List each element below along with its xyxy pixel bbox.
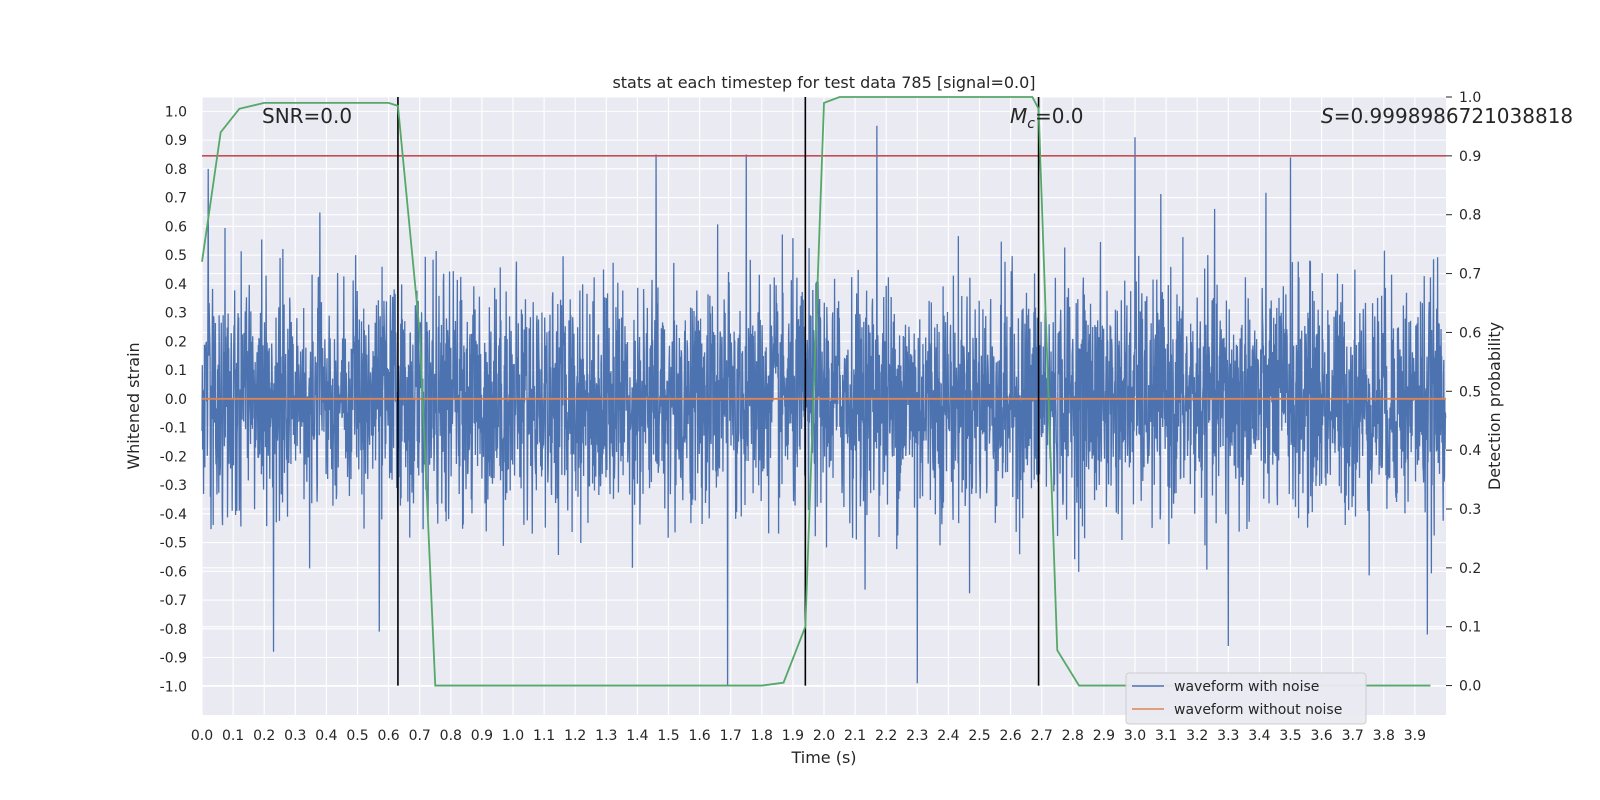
series-waveform-with-noise [201,125,1447,687]
y-right-tick-label: 0.9 [1459,149,1481,165]
x-tick-label: 3.5 [1279,728,1301,744]
mc-value: =0.0 [1035,104,1084,128]
x-tick-label: 3.2 [1186,728,1208,744]
y-left-tick-label: -0.5 [160,536,187,552]
x-tick-label: 0.8 [440,728,462,744]
y-right-tick-label: 0.8 [1459,208,1481,224]
x-tick-label: 1.1 [533,728,555,744]
y-left-tick-label: -0.9 [160,651,187,667]
y-left-tick-label: 0.1 [165,363,187,379]
x-tick-label: 3.9 [1404,728,1426,744]
y-left-tick-label: -0.3 [160,478,187,494]
mc-subscript: c [1027,116,1035,132]
x-tick-label: 0.1 [222,728,244,744]
y-right-tick-label: 0.4 [1459,443,1481,459]
x-tick-label: 2.9 [1093,728,1115,744]
y-left-tick-label: -0.1 [160,421,187,437]
x-tick-label: 0.7 [409,728,431,744]
s-symbol: S [1321,104,1334,128]
y-left-tick-label: 0.2 [165,334,187,350]
y-right-tick-label: 0.5 [1459,384,1481,400]
x-tick-label: 1.3 [595,728,617,744]
x-tick-label: 2.4 [937,728,959,744]
y-left-tick-label: 0.0 [165,392,187,408]
x-tick-label: 1.8 [751,728,773,744]
y-left-tick-label: 0.5 [165,248,187,264]
y-right-tick-label: 0.0 [1459,679,1481,695]
y-left-tick-label: 0.7 [165,191,187,207]
y-left-tick-label: 0.6 [165,219,187,235]
x-axis-label: Time (s) [790,748,856,767]
vertical-markers [397,97,1040,686]
y-right-axis-label: Detection probability [1485,322,1504,490]
line-waveform-with-noise [201,125,1447,687]
x-tick-label: 1.4 [626,728,648,744]
s-value: =0.9998986721038818 [1334,104,1573,128]
legend-box [1125,672,1367,725]
x-tick-label: 2.7 [1031,728,1053,744]
x-tick-label: 1.2 [564,728,586,744]
x-tick-label: 2.5 [968,728,990,744]
y-right-tick-label: 0.1 [1459,620,1481,636]
x-tick-label: 2.0 [813,728,835,744]
y-left-tick-label: 0.8 [165,162,187,178]
x-tick-labels: 0.0 0.1 0.2 0.3 0.4 0.5 0.6 0.7 0.8 0.9 1.0 1.1 1.2 1… [191,728,1426,744]
legend: waveform with noise waveform without noi… [1125,672,1367,725]
y-right-tick-label: 0.7 [1459,267,1481,283]
x-tick-label: 2.3 [906,728,928,744]
y-right-tick-labels: 1.0 0.9 0.8 0.7 0.6 0.5 0.4 0.3 0.2 0.1 0.0 [1446,90,1481,695]
x-tick-label: 3.0 [1124,728,1146,744]
x-tick-label: 0.5 [346,728,368,744]
x-tick-label: 3.7 [1342,728,1364,744]
legend-label-noise: waveform with noise [1174,679,1319,695]
x-tick-label: 2.1 [844,728,866,744]
x-tick-label: 2.8 [1062,728,1084,744]
x-tick-label: 0.6 [377,728,399,744]
x-tick-label: 1.9 [782,728,804,744]
y-left-tick-label: -0.2 [160,449,187,465]
chirp-mass-annotation: Mc=0.0 [1010,104,1084,132]
snr-annotation: SNR=0.0 [262,104,352,128]
series-detection-probability [201,96,1431,687]
x-tick-label: 0.4 [315,728,337,744]
y-left-tick-label: 0.9 [165,133,187,149]
y-left-axis-label: Whitened strain [124,342,143,469]
x-tick-label: 1.7 [720,728,742,744]
x-tick-label: 3.3 [1217,728,1239,744]
chart-title: stats at each timestep for test data 785… [612,73,1035,92]
y-right-tick-label: 0.2 [1459,561,1481,577]
y-left-tick-label: -0.7 [160,593,187,609]
x-tick-label: 3.6 [1310,728,1332,744]
y-left-tick-label: 0.4 [165,277,187,293]
y-left-tick-label: 1.0 [165,104,187,120]
x-tick-label: 1.5 [657,728,679,744]
s-annotation: S=0.9998986721038818 [1321,104,1573,128]
mc-symbol: M [1010,104,1027,128]
line-detection-probability [201,96,1431,687]
x-tick-label: 0.0 [191,728,213,744]
y-right-tick-label: 0.6 [1459,325,1481,341]
y-left-tick-label: -0.8 [160,622,187,638]
x-tick-label: 2.2 [875,728,897,744]
x-tick-label: 1.6 [688,728,710,744]
x-tick-label: 3.4 [1248,728,1270,744]
x-tick-label: 3.8 [1373,728,1395,744]
y-left-tick-label: 0.3 [165,306,187,322]
y-left-tick-label: -1.0 [160,679,187,695]
x-tick-label: 3.1 [1155,728,1177,744]
y-left-tick-label: -0.4 [160,507,187,523]
y-left-tick-label: -0.6 [160,564,187,580]
legend-label-clean: waveform without noise [1174,702,1342,718]
x-tick-label: 2.6 [999,728,1021,744]
x-tick-label: 0.3 [284,728,306,744]
x-tick-label: 1.0 [502,728,524,744]
y-right-tick-label: 0.3 [1459,502,1481,518]
x-tick-label: 0.2 [253,728,275,744]
y-left-tick-labels: 1.0 0.9 0.8 0.7 0.6 0.5 0.4 0.3 0.2 0.1 0.0 -0.1 -0.… [160,104,187,695]
y-right-tick-label: 1.0 [1459,90,1481,106]
x-tick-label: 0.9 [471,728,493,744]
